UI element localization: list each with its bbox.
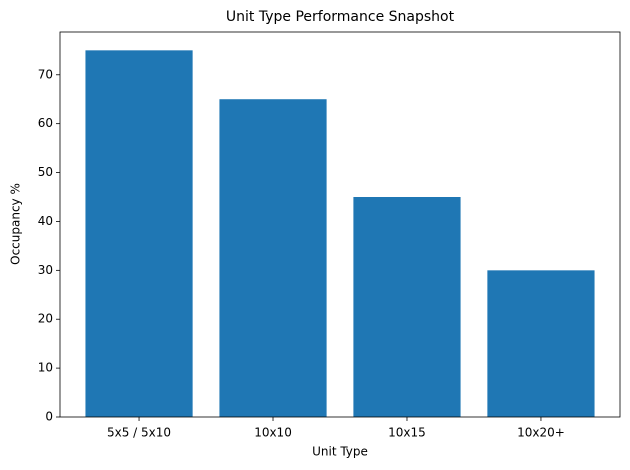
- bar: [487, 270, 595, 417]
- x-tick-label: 10x20+: [517, 426, 565, 440]
- x-tick-label: 10x10: [254, 426, 292, 440]
- x-tick-label: 5x5 / 5x10: [107, 426, 171, 440]
- y-tick-label: 30: [38, 263, 53, 277]
- bar: [85, 50, 193, 417]
- axes-frame: [59, 31, 621, 418]
- y-tick-label: 20: [38, 312, 53, 326]
- chart-title: Unit Type Performance Snapshot: [226, 9, 455, 25]
- x-axis-label: Unit Type: [312, 445, 368, 459]
- y-tick-label: 0: [45, 410, 53, 424]
- y-tick-label: 50: [38, 165, 53, 179]
- y-tick-label: 40: [38, 214, 53, 228]
- y-tick-label: 10: [38, 361, 53, 375]
- x-tick-label: 10x15: [388, 426, 426, 440]
- bar: [353, 197, 461, 417]
- y-tick-label: 70: [38, 67, 53, 81]
- y-tick-label: 60: [38, 116, 53, 130]
- y-axis-label: Occupancy %: [9, 183, 23, 265]
- bar: [219, 99, 327, 417]
